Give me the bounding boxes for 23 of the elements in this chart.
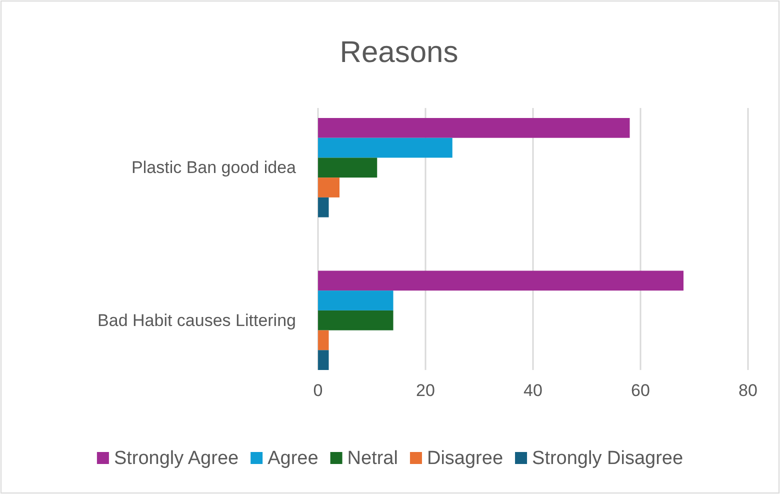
x-tick-label: 20	[416, 381, 435, 400]
y-tick-label: Plastic Ban good idea	[132, 158, 297, 178]
x-tick-label: 0	[313, 381, 323, 400]
bar	[318, 270, 684, 291]
chart-title: Reasons	[340, 36, 458, 69]
legend-label: Disagree	[426, 448, 504, 469]
legend-label: Strongly Agree	[114, 448, 239, 469]
bar	[318, 330, 329, 350]
bar	[318, 178, 340, 198]
legend-label: Netral	[347, 448, 398, 469]
bar	[318, 350, 329, 370]
bar	[318, 158, 378, 178]
bar	[318, 310, 394, 330]
x-tick-label: 60	[631, 381, 650, 400]
legend-label: Agree	[268, 448, 318, 469]
x-tick-label: 80	[738, 381, 758, 400]
x-tick-label: 40	[524, 381, 542, 400]
bar	[318, 290, 394, 310]
bar	[318, 197, 329, 218]
y-tick-label: Bad Habit causes Littering	[98, 310, 296, 330]
bar	[318, 118, 630, 138]
bar	[318, 138, 452, 158]
legend-label: Strongly Disagree	[532, 448, 684, 469]
